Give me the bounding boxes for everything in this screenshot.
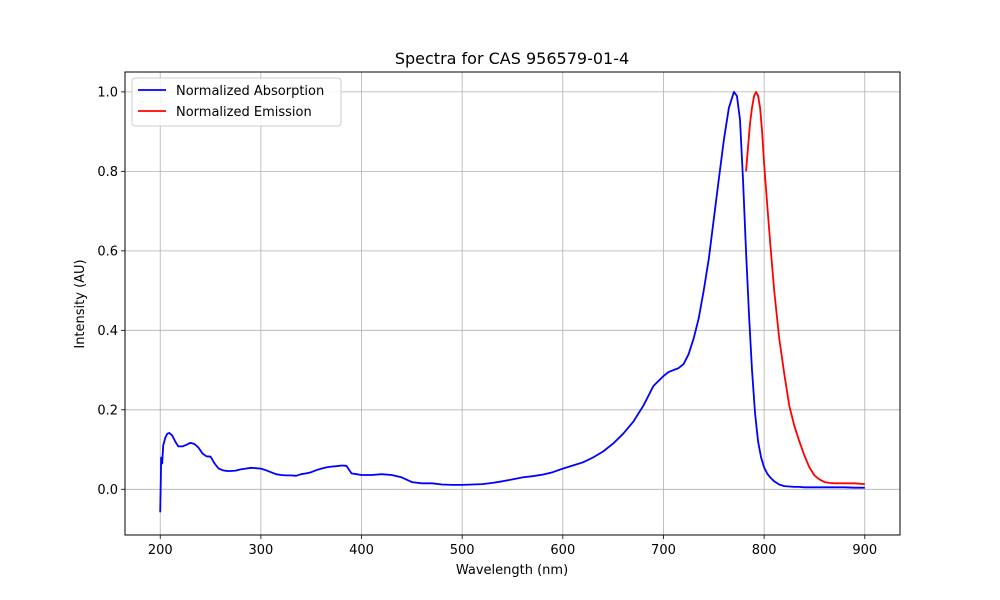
y-axis-ticks: 0.0 0.2 0.4 0.6 0.8 1.0 <box>97 85 125 498</box>
plot-frame <box>124 71 901 536</box>
y-tick-label: 1.0 <box>97 85 118 100</box>
x-tick-label: 300 <box>248 543 273 558</box>
absorption-series-line <box>159 91 865 513</box>
y-tick-label: 0.2 <box>97 403 118 418</box>
x-tick-label: 900 <box>852 543 877 558</box>
x-axis-ticks: 200 300 400 500 600 700 800 900 <box>148 535 877 558</box>
x-tick-label: 400 <box>349 543 374 558</box>
y-tick-label: 0.4 <box>97 324 118 339</box>
legend: Normalized Absorption Normalized Emissio… <box>131 77 342 127</box>
legend-absorption-label: Normalized Absorption <box>176 84 324 99</box>
chart-title: Spectra for CAS 956579-01-4 <box>395 49 629 68</box>
x-axis-label: Wavelength (nm) <box>456 563 568 578</box>
legend-box <box>131 77 342 127</box>
emission-series-line <box>745 91 865 485</box>
x-tick-label: 600 <box>550 543 575 558</box>
legend-emission-label: Normalized Emission <box>176 105 312 120</box>
y-tick-label: 0.6 <box>97 244 118 259</box>
x-tick-label: 800 <box>752 543 777 558</box>
y-tick-label: 0.0 <box>97 483 118 498</box>
x-tick-label: 700 <box>651 543 676 558</box>
y-axis-label: Intensity (AU) <box>73 259 88 348</box>
series-lines <box>159 91 865 513</box>
x-tick-label: 200 <box>148 543 173 558</box>
y-tick-label: 0.8 <box>97 165 118 180</box>
grid-lines <box>125 72 900 535</box>
x-tick-label: 500 <box>450 543 475 558</box>
